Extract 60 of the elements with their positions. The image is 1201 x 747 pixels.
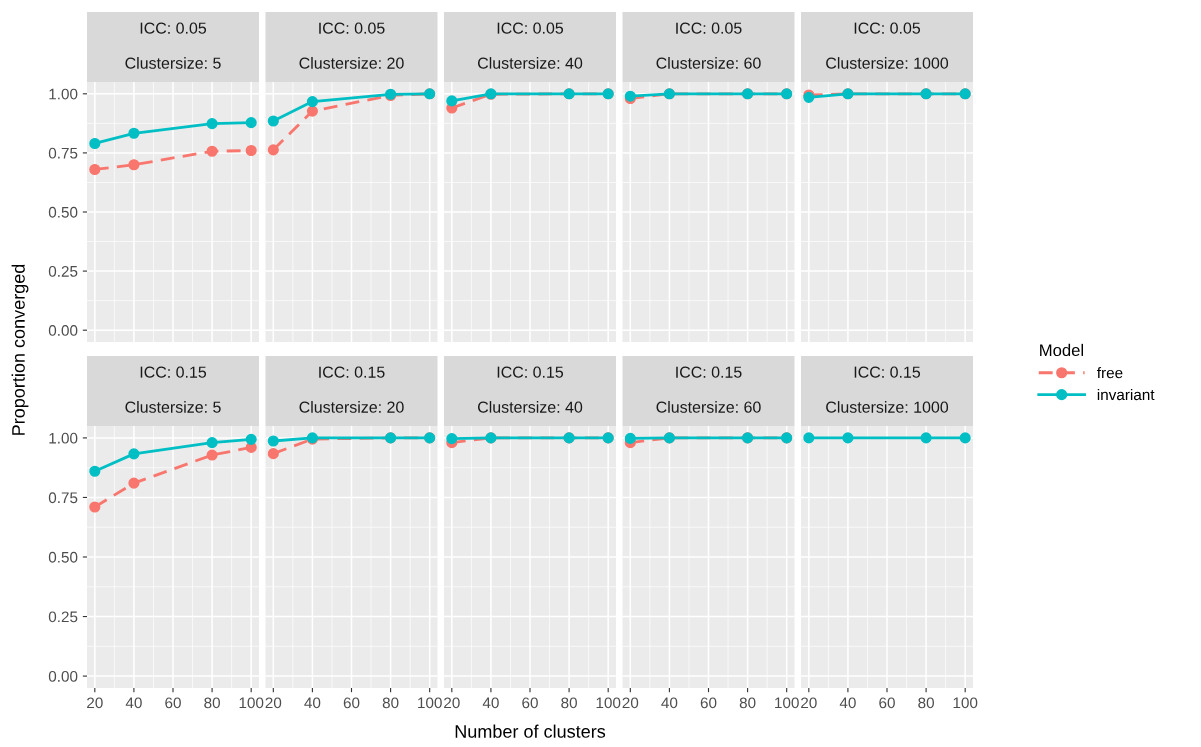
y-tick-label: 0.25 [48, 611, 78, 623]
chart-title: ICC: 0.15 [854, 366, 921, 378]
x-tick-label: 40 [304, 697, 321, 709]
x-tick-label: 80 [382, 697, 399, 709]
y-tick-label: 0.75 [48, 147, 78, 159]
chart-title: ICC: 0.05 [140, 22, 207, 34]
x-tick-label: 80 [918, 697, 934, 709]
x-tick-label: 60 [343, 697, 360, 709]
chart-subtitle: Clustersize: 40 [478, 401, 583, 413]
chart-subtitle: Clustersize: 20 [299, 57, 404, 69]
chart-title: ICC: 0.05 [319, 22, 385, 34]
x-tick-label: 20 [622, 697, 639, 709]
y-tick-label: 1.00 [49, 432, 78, 444]
chart-subtitle: Clustersize: 5 [125, 57, 221, 69]
x-tick-label: 20 [87, 697, 103, 709]
y-tick-label: 0.50 [48, 206, 78, 218]
x-tick-label: 100 [239, 697, 264, 709]
x-tick-label: 20 [444, 697, 460, 709]
chart-title: ICC: 0.15 [676, 366, 742, 378]
x-tick-label: 60 [700, 697, 717, 709]
legend-title: Model [1040, 343, 1084, 357]
x-tick-label: 60 [879, 697, 895, 709]
x-tick-label: 60 [522, 697, 538, 709]
legend-label: free [1097, 367, 1123, 379]
chart-title: ICC: 0.05 [497, 22, 564, 34]
y-tick-label: 0.00 [48, 670, 78, 682]
chart-subtitle: Clustersize: 1000 [826, 57, 949, 69]
chart-subtitle: Clustersize: 60 [656, 57, 761, 69]
y-tick-label: 0.25 [48, 265, 78, 277]
chart-subtitle: Clustersize: 60 [656, 401, 761, 413]
x-tick-label: 100 [596, 697, 621, 709]
y-tick-label: 0.00 [48, 325, 78, 336]
x-tick-label: 40 [839, 697, 856, 709]
chart-title: ICC: 0.15 [319, 366, 385, 378]
x-tick-label: 40 [661, 697, 678, 709]
chart-subtitle: Clustersize: 1000 [826, 401, 949, 413]
chart-title: ICC: 0.15 [497, 366, 564, 378]
x-tick-label: 80 [204, 697, 220, 709]
y-tick-label: 0.50 [48, 551, 78, 563]
x-tick-label: 100 [953, 697, 978, 709]
chart-subtitle: Clustersize: 5 [125, 401, 221, 413]
x-tick-label: 40 [125, 697, 142, 709]
legend-label: invariant [1097, 388, 1155, 401]
x-tick-label: 40 [482, 697, 499, 709]
chart-title: ICC: 0.15 [140, 366, 207, 378]
chart-subtitle: Clustersize: 40 [478, 57, 583, 69]
chart-title: ICC: 0.05 [676, 22, 742, 34]
x-tick-label: 60 [165, 697, 181, 709]
y-tick-label: 0.75 [48, 492, 78, 504]
x-axis-title: Number of clusters [455, 724, 606, 738]
x-tick-label: 20 [265, 697, 282, 709]
x-tick-label: 80 [739, 697, 756, 709]
chart-title: ICC: 0.05 [854, 22, 921, 34]
y-tick-label: 1.00 [49, 88, 78, 100]
x-tick-label: 80 [561, 697, 577, 709]
x-tick-label: 100 [418, 697, 442, 709]
y-axis-title: Proportion converged [11, 264, 29, 435]
chart-subtitle: Clustersize: 20 [299, 401, 404, 413]
x-tick-label: 20 [801, 697, 817, 709]
x-tick-label: 100 [775, 697, 799, 709]
